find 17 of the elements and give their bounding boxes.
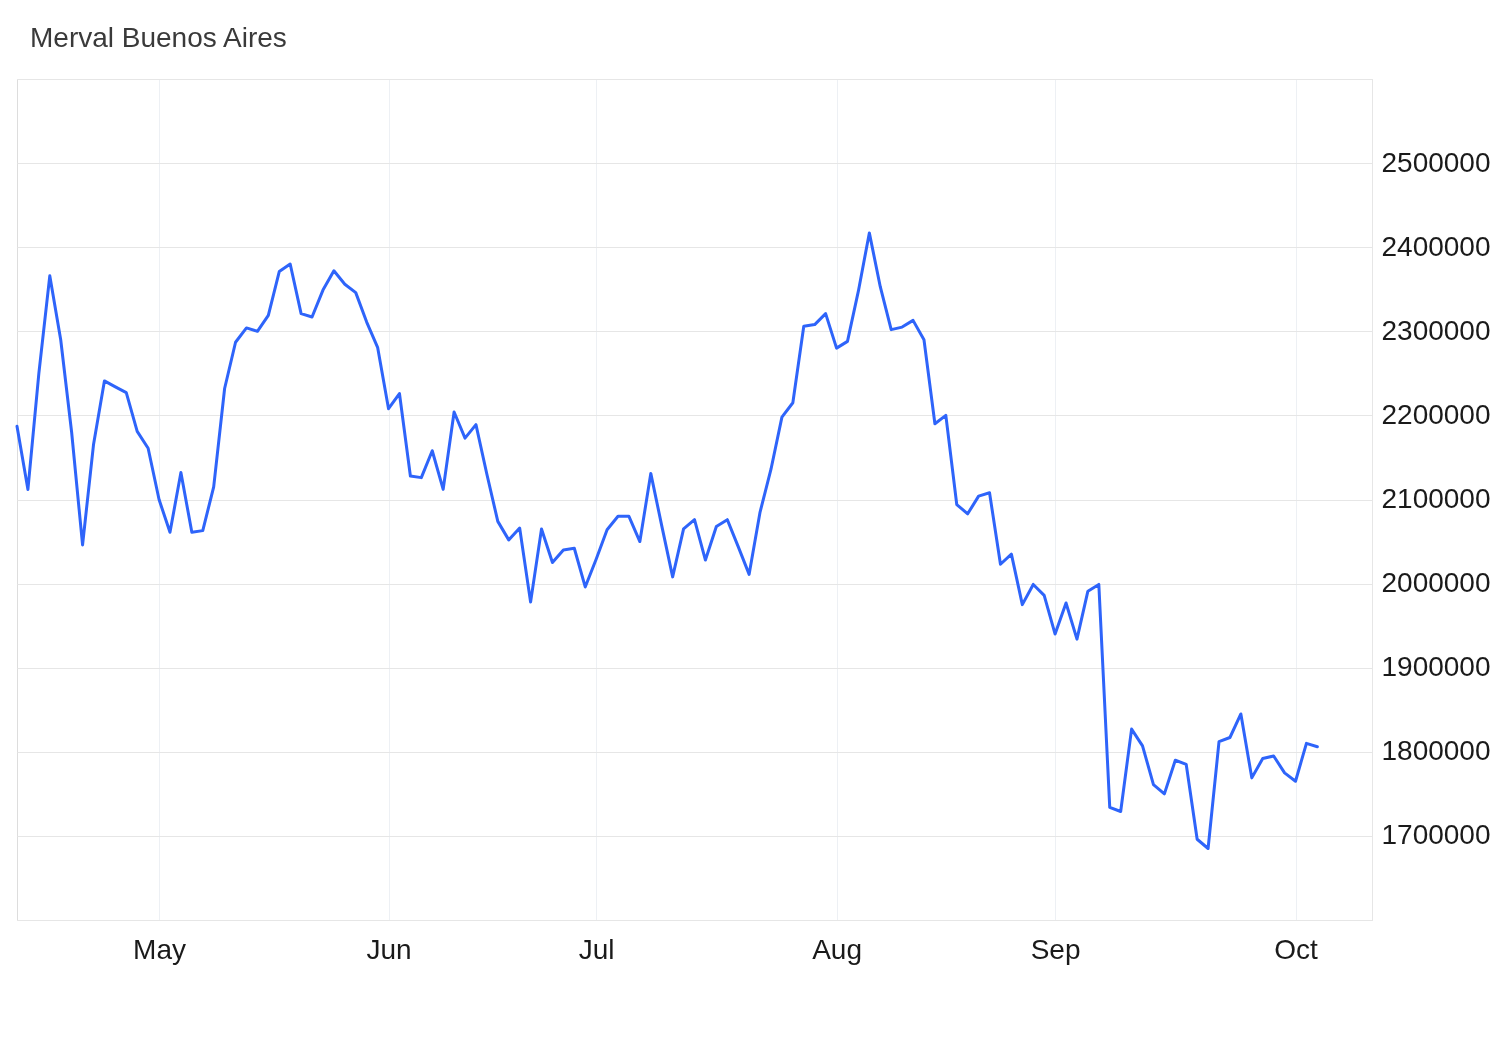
- y-tick-label: 2100000: [1381, 483, 1491, 514]
- y-tick-label: 1700000: [1381, 819, 1491, 851]
- x-tick-label: May: [133, 933, 187, 965]
- x-tick-label: Jul: [578, 933, 615, 965]
- y-tick-label: 1800000: [1381, 735, 1491, 767]
- y-tick-label: 1900000: [1381, 651, 1491, 683]
- x-tick-label: Oct: [1274, 933, 1319, 965]
- y-tick-label: 2300000: [1381, 314, 1491, 346]
- x-tick-label: Sep: [1030, 933, 1081, 965]
- y-tick-label: 2400000: [1381, 230, 1491, 262]
- line-series: [15, 231, 1319, 851]
- x-tick-label: Aug: [812, 933, 862, 965]
- chart-title: Merval Buenos Aires: [30, 22, 287, 53]
- y-tick-label: 2200000: [1381, 398, 1491, 430]
- x-tick-label: Jun: [366, 933, 412, 965]
- y-tick-label: 2000000: [1381, 567, 1491, 599]
- y-tick-label: 2500000: [1381, 146, 1491, 178]
